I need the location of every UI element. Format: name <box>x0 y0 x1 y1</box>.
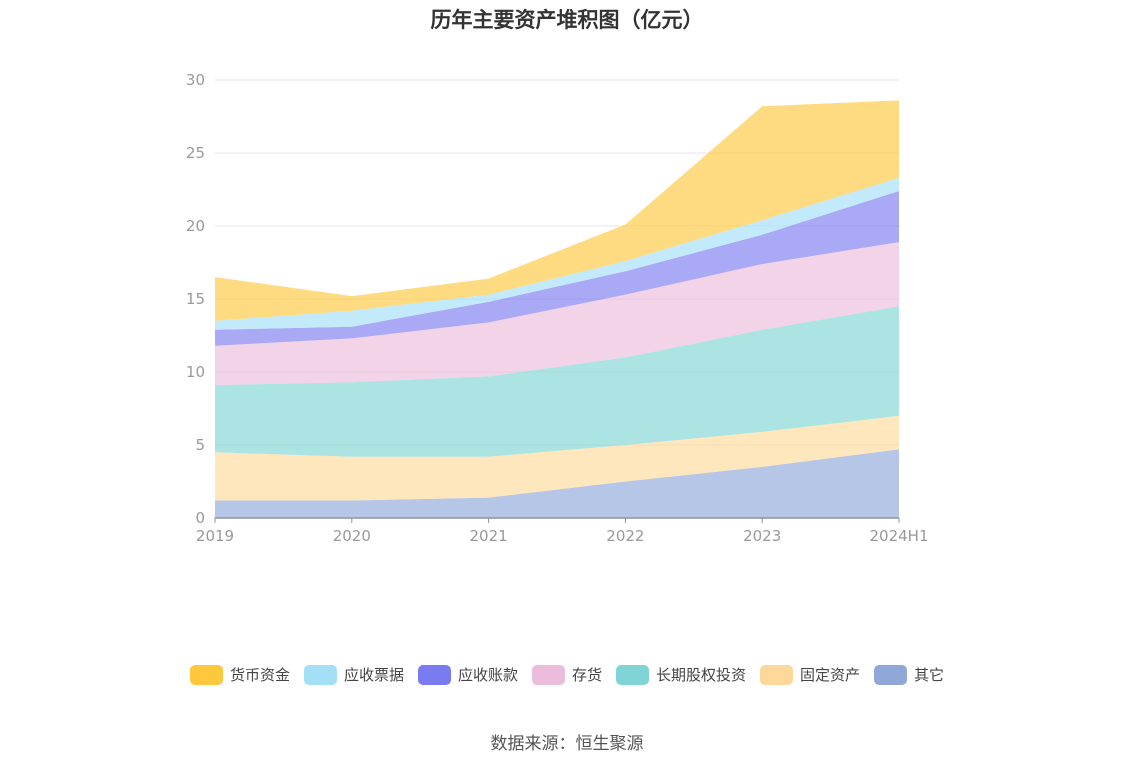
chart-title: 历年主要资产堆积图（亿元） <box>430 8 704 32</box>
legend-label: 货币资金 <box>229 666 290 684</box>
legend-item[interactable]: 应收票据 <box>303 664 404 685</box>
y-tick-label: 5 <box>195 436 205 454</box>
x-tick-label: 2019 <box>196 527 234 545</box>
area-series-0[interactable] <box>215 449 899 518</box>
legend-swatch <box>760 664 794 685</box>
source-note: 数据来源：恒生聚源 <box>490 734 644 754</box>
area-series-2[interactable] <box>215 306 899 457</box>
x-tick-label: 2024H1 <box>870 527 929 545</box>
legend-swatch <box>189 664 223 685</box>
x-tick-label: 2022 <box>606 527 644 545</box>
legend-item[interactable]: 固定资产 <box>760 664 860 685</box>
area-series <box>215 100 899 518</box>
legend-label: 存货 <box>571 666 602 684</box>
legend-label: 其它 <box>914 666 945 684</box>
legend-swatch <box>616 664 649 685</box>
legend-label: 应收账款 <box>457 666 518 684</box>
x-tick-label: 2021 <box>470 527 508 545</box>
axes: 0 5 10 15 20 25 30 2019 2020 2021 2022 2023 2024H1 <box>186 71 929 545</box>
legend-label: 固定资产 <box>800 666 861 684</box>
legend-item[interactable]: 应收账款 <box>417 664 518 685</box>
legend-label: 应收票据 <box>343 666 404 684</box>
legend-swatch <box>417 664 451 685</box>
y-tick-label: 10 <box>186 363 205 381</box>
legend-item[interactable]: 长期股权投资 <box>616 664 746 685</box>
area-series-4[interactable] <box>215 191 899 346</box>
y-tick-label: 30 <box>186 71 205 89</box>
area-series-1[interactable] <box>215 415 899 501</box>
x-tick-label: 2020 <box>333 527 371 545</box>
legend-item[interactable]: 货币资金 <box>189 664 290 685</box>
legend-swatch <box>531 664 565 685</box>
area-series-3[interactable] <box>215 242 899 386</box>
area-series-6[interactable] <box>215 100 899 321</box>
legend: 货币资金 应收票据 应收账款 存货 长期股权投资 固定资产 其它 <box>0 664 1134 685</box>
y-tick-label: 15 <box>186 290 205 308</box>
x-tick-label: 2023 <box>743 527 781 545</box>
legend-item[interactable]: 存货 <box>531 664 602 685</box>
y-tick-label: 0 <box>195 509 205 527</box>
y-tick-label: 20 <box>186 217 205 235</box>
y-tick-label: 25 <box>186 144 205 162</box>
legend-item[interactable]: 其它 <box>874 664 944 685</box>
legend-label: 长期股权投资 <box>656 666 747 684</box>
legend-swatch <box>874 664 908 685</box>
legend-swatch <box>303 664 337 685</box>
